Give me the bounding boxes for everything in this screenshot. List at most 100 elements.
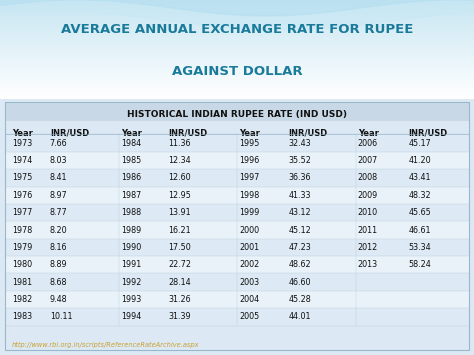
Text: 2000: 2000 [239,225,259,235]
Text: 44.01: 44.01 [288,312,310,321]
Text: 46.60: 46.60 [288,278,310,286]
Text: 2013: 2013 [358,260,378,269]
Text: INR/USD: INR/USD [50,129,89,138]
Text: 1996: 1996 [239,156,260,165]
Text: 1979: 1979 [12,243,32,252]
Text: 8.16: 8.16 [50,243,67,252]
Text: INR/USD: INR/USD [409,129,448,138]
Text: 1975: 1975 [12,173,32,182]
Text: 2005: 2005 [239,312,260,321]
Text: 43.12: 43.12 [288,208,311,217]
Text: 1974: 1974 [12,156,32,165]
Text: 1987: 1987 [121,191,141,200]
Text: 2009: 2009 [358,191,378,200]
Text: 11.36: 11.36 [168,138,191,148]
Text: 8.77: 8.77 [50,208,67,217]
Text: 8.41: 8.41 [50,173,67,182]
Text: 32.43: 32.43 [288,138,311,148]
Text: 1984: 1984 [121,138,141,148]
Text: HISTORICAL INDIAN RUPEE RATE (IND USD): HISTORICAL INDIAN RUPEE RATE (IND USD) [127,110,347,119]
Bar [5,291,469,308]
Text: 9.48: 9.48 [50,295,67,304]
Text: 1980: 1980 [12,260,32,269]
Text: 1991: 1991 [121,260,141,269]
Text: 12.34: 12.34 [168,156,191,165]
Bar [5,187,469,204]
Text: 45.12: 45.12 [288,225,311,235]
Text: 47.23: 47.23 [288,243,311,252]
Text: 1976: 1976 [12,191,32,200]
Text: 1993: 1993 [121,295,141,304]
Text: 2007: 2007 [358,156,378,165]
Text: 1973: 1973 [12,138,32,148]
Bar [5,204,469,221]
Text: 28.14: 28.14 [168,278,191,286]
Text: 36.36: 36.36 [288,173,310,182]
Text: 2011: 2011 [358,225,378,235]
Text: 1978: 1978 [12,225,32,235]
Text: Year: Year [121,129,142,138]
Text: 31.39: 31.39 [168,312,191,321]
Text: 8.20: 8.20 [50,225,67,235]
Text: 1998: 1998 [239,191,260,200]
Text: 2001: 2001 [239,243,259,252]
Text: 1981: 1981 [12,278,32,286]
Text: 1997: 1997 [239,173,260,182]
Text: 48.32: 48.32 [409,191,431,200]
Bar [5,169,469,187]
Bar [5,308,469,326]
Text: 35.52: 35.52 [288,156,311,165]
Bar [5,152,469,169]
Text: Year: Year [358,129,379,138]
Text: 45.28: 45.28 [288,295,311,304]
Text: 1990: 1990 [121,243,141,252]
Bar [5,135,469,152]
Text: 8.89: 8.89 [50,260,67,269]
Text: 10.11: 10.11 [50,312,72,321]
Text: 1994: 1994 [121,312,141,321]
Bar [5,256,469,273]
Text: 41.33: 41.33 [288,191,310,200]
Text: INR/USD: INR/USD [288,129,328,138]
Text: 8.03: 8.03 [50,156,67,165]
Text: 8.97: 8.97 [50,191,67,200]
Text: 1999: 1999 [239,208,260,217]
Text: 1983: 1983 [12,312,32,321]
Text: 2012: 2012 [358,243,378,252]
Text: 1986: 1986 [121,173,141,182]
Text: 1992: 1992 [121,278,141,286]
Text: 48.62: 48.62 [288,260,311,269]
Text: 16.21: 16.21 [168,225,191,235]
Bar [5,273,469,291]
Text: 45.65: 45.65 [409,208,431,217]
Text: 2003: 2003 [239,278,259,286]
Text: 2010: 2010 [358,208,378,217]
Text: http://www.rbi.org.in/scripts/ReferenceRateArchive.aspx: http://www.rbi.org.in/scripts/ReferenceR… [12,342,200,348]
Bar [5,239,469,256]
Text: 1989: 1989 [121,225,141,235]
Text: 53.34: 53.34 [409,243,431,252]
Text: 43.41: 43.41 [409,173,431,182]
Text: 2004: 2004 [239,295,259,304]
Text: 22.72: 22.72 [168,260,191,269]
Text: 1988: 1988 [121,208,141,217]
Text: 7.66: 7.66 [50,138,67,148]
Text: 2002: 2002 [239,260,260,269]
Text: 31.26: 31.26 [168,295,191,304]
Text: 1995: 1995 [239,138,260,148]
Bar [5,103,469,121]
Bar [5,125,469,140]
Text: 41.20: 41.20 [409,156,431,165]
Text: 46.61: 46.61 [409,225,431,235]
Text: 13.91: 13.91 [168,208,191,217]
Text: AGAINST DOLLAR: AGAINST DOLLAR [172,65,302,78]
Text: INR/USD: INR/USD [168,129,208,138]
Text: 17.50: 17.50 [168,243,191,252]
Text: 1985: 1985 [121,156,141,165]
Text: 1982: 1982 [12,295,32,304]
Text: Year: Year [239,129,260,138]
Text: 2008: 2008 [358,173,378,182]
Text: 1977: 1977 [12,208,32,217]
Text: AVERAGE ANNUAL EXCHANGE RATE FOR RUPEE: AVERAGE ANNUAL EXCHANGE RATE FOR RUPEE [61,23,413,36]
Text: 58.24: 58.24 [409,260,431,269]
